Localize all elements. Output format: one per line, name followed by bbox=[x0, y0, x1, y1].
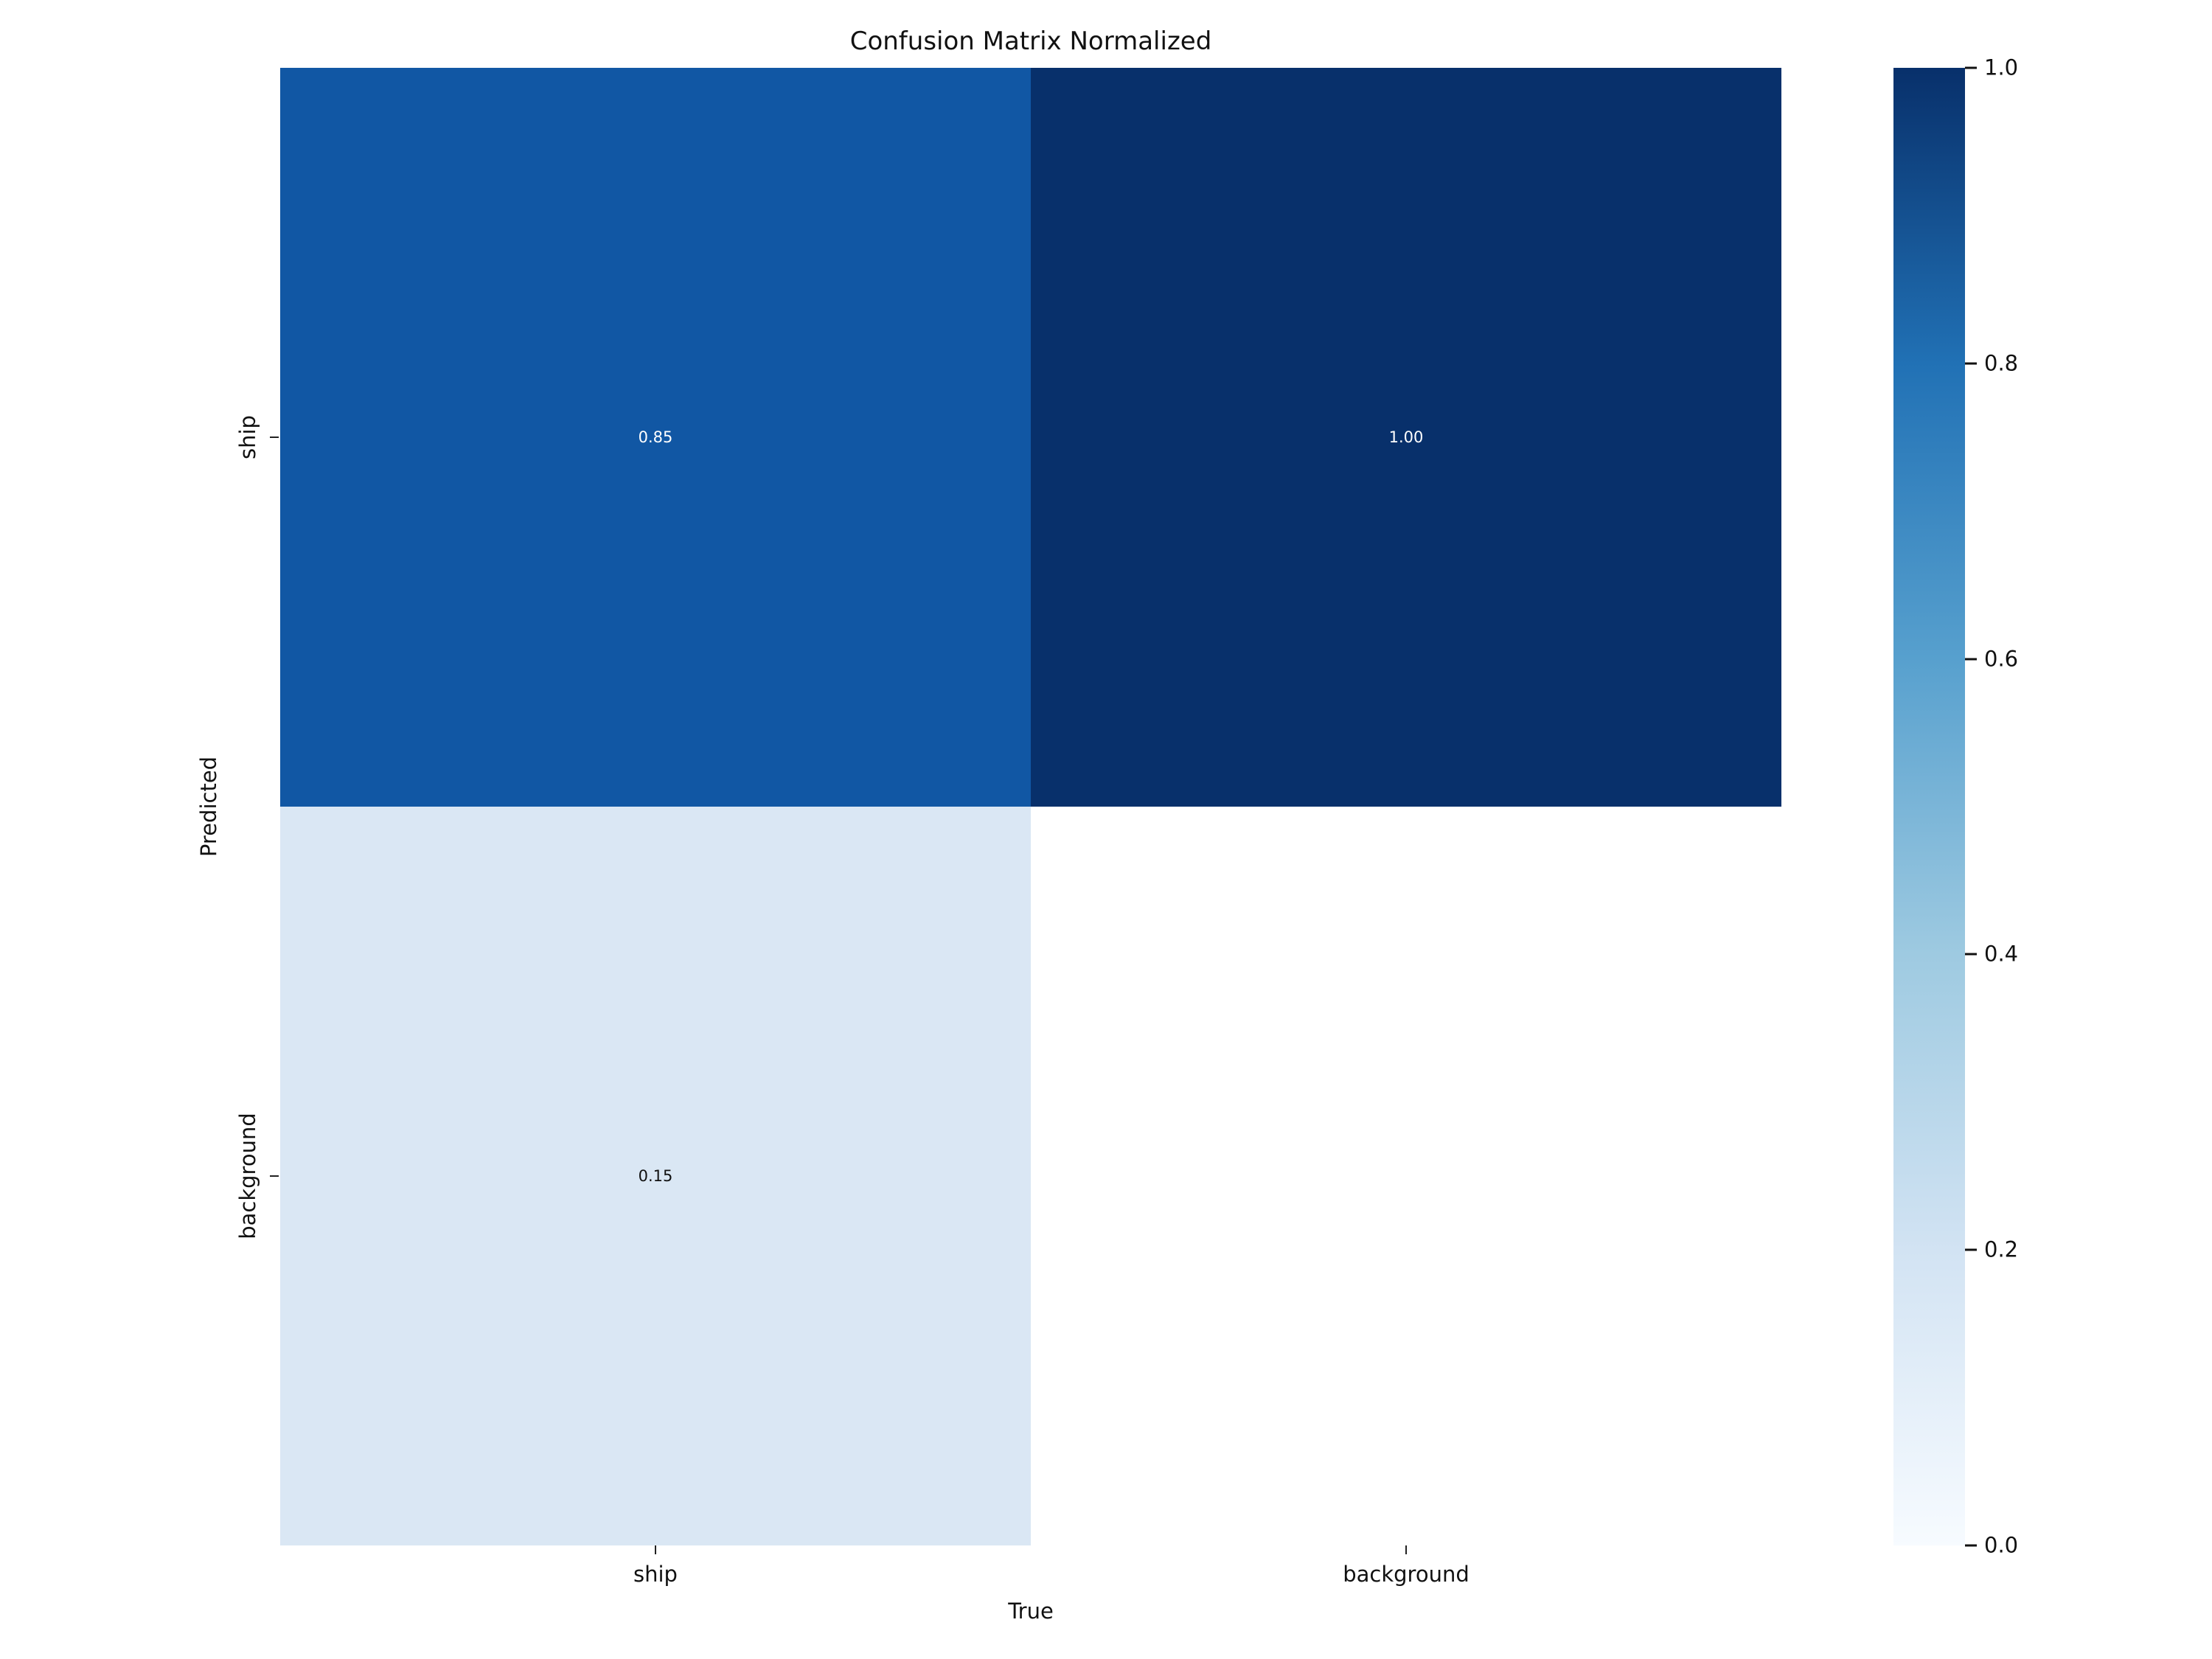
colorbar-tick-label: 1.0 bbox=[1984, 55, 2019, 80]
heatmap-cell-background-ship: 0.15 bbox=[280, 807, 1031, 1545]
colorbar bbox=[1893, 68, 1965, 1545]
colorbar-tick-0.0: 0.0 bbox=[1965, 1532, 2019, 1558]
y-axis-label: Predicted bbox=[196, 756, 221, 858]
heatmap-cell-ship-background: 1.00 bbox=[1031, 68, 1781, 807]
y-tick-label-background: background bbox=[235, 1113, 260, 1239]
colorbar-tick-label: 0.0 bbox=[1984, 1532, 2019, 1558]
colorbar-tick-label: 0.4 bbox=[1984, 941, 2019, 967]
heatmap-cell-value: 1.00 bbox=[1388, 428, 1424, 446]
colorbar-tickmark bbox=[1965, 1544, 1977, 1547]
heatmap-cell-ship-ship: 0.85 bbox=[280, 68, 1031, 807]
x-tick-label-ship: ship bbox=[633, 1562, 678, 1587]
colorbar-tick-0.6: 0.6 bbox=[1965, 648, 2018, 669]
heatmap-cell-value: 0.15 bbox=[638, 1166, 673, 1185]
colorbar-tickmark bbox=[1965, 1248, 1977, 1251]
colorbar-tick-0.4: 0.4 bbox=[1965, 941, 2019, 967]
colorbar-ticks: 1.0 0.8 0.6 0.4 0.2 0.0 bbox=[1965, 57, 2083, 1556]
x-axis-tickmark bbox=[655, 1545, 656, 1554]
colorbar-tick-0.8: 0.8 bbox=[1965, 352, 2018, 374]
colorbar-tickmark bbox=[1965, 658, 1977, 661]
x-axis-tickmark bbox=[1405, 1545, 1407, 1554]
x-axis-label: True bbox=[1008, 1599, 1054, 1624]
y-axis-tickmark bbox=[270, 1175, 279, 1177]
y-axis-tickmark bbox=[270, 437, 279, 438]
colorbar-tick-1.0: 1.0 bbox=[1965, 55, 2019, 80]
colorbar-tick-label: 0.8 bbox=[1984, 350, 2019, 376]
heatmap-cell-value: 0.85 bbox=[638, 428, 673, 446]
heatmap-cell-background-background bbox=[1031, 807, 1781, 1545]
heatmap-plot-area: 0.85 1.00 0.15 bbox=[280, 68, 1781, 1545]
colorbar-tick-label: 0.2 bbox=[1984, 1237, 2019, 1262]
chart-title: Confusion Matrix Normalized bbox=[849, 27, 1212, 56]
colorbar-tick-label: 0.6 bbox=[1984, 646, 2019, 672]
colorbar-tickmark bbox=[1965, 66, 1977, 69]
x-tick-label-background: background bbox=[1343, 1562, 1470, 1587]
colorbar-tickmark bbox=[1965, 953, 1977, 956]
y-tick-label-ship: ship bbox=[235, 415, 260, 459]
colorbar-tickmark bbox=[1965, 362, 1977, 365]
colorbar-tick-0.2: 0.2 bbox=[1965, 1239, 2018, 1261]
